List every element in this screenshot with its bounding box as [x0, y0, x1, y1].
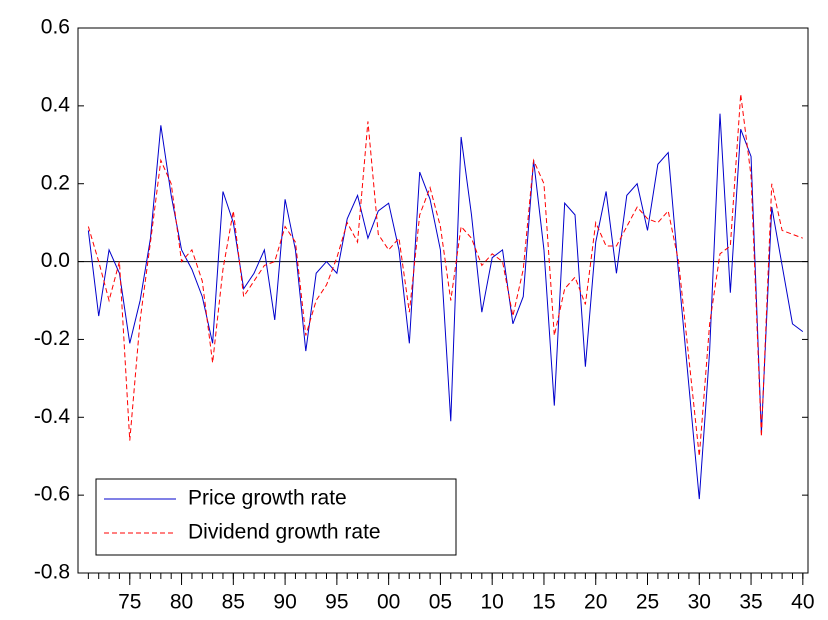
plot-frame	[77, 27, 809, 574]
y-tick-label: 0.2	[41, 171, 70, 194]
legend-label: Dividend growth rate	[188, 521, 381, 544]
y-tick-label: 0.4	[41, 93, 71, 116]
x-tick-label: 75	[118, 591, 141, 614]
x-tick-label: 00	[377, 591, 400, 614]
y-tick-label: -0.2	[34, 327, 70, 350]
x-tick-label: 95	[325, 591, 348, 614]
x-tick-label: 90	[273, 591, 296, 614]
legend-label: Price growth rate	[188, 487, 347, 510]
x-tick-label: 30	[688, 591, 711, 614]
x-tick-label: 10	[481, 591, 504, 614]
x-tick-label: 80	[170, 591, 193, 614]
x-tick-label: 05	[429, 591, 452, 614]
y-tick-label: -0.6	[34, 483, 70, 506]
x-tick-label: 35	[739, 591, 762, 614]
y-tick-label: -0.8	[34, 561, 70, 584]
series-line	[87, 94, 803, 457]
y-tick-label: 0.6	[41, 16, 70, 39]
x-tick-label: 85	[222, 591, 245, 614]
series-line	[87, 113, 804, 500]
y-tick-label: 0.0	[41, 249, 70, 272]
x-tick-label: 40	[791, 591, 814, 614]
x-tick-label: 25	[636, 591, 659, 614]
legend-box	[95, 478, 457, 556]
x-tick-label: 15	[532, 591, 555, 614]
x-tick-label: 20	[584, 591, 607, 614]
y-tick-label: -0.4	[34, 405, 71, 428]
